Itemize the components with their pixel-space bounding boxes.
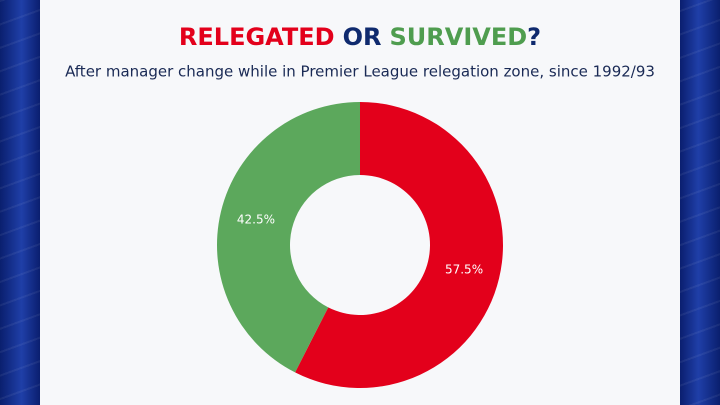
chart-subtitle: After manager change while in Premier Le… [65,63,655,81]
title-part: RELEGATED [179,23,335,51]
chart-title: RELEGATED OR SURVIVED? [179,23,541,51]
data-label: 42.5% [237,213,275,227]
title-part: OR [343,23,382,51]
donut-slice [295,102,503,388]
title-part: SURVIVED [389,23,527,51]
title-part: ? [527,23,541,51]
data-label: 57.5% [445,262,483,276]
donut-slice [216,102,360,373]
